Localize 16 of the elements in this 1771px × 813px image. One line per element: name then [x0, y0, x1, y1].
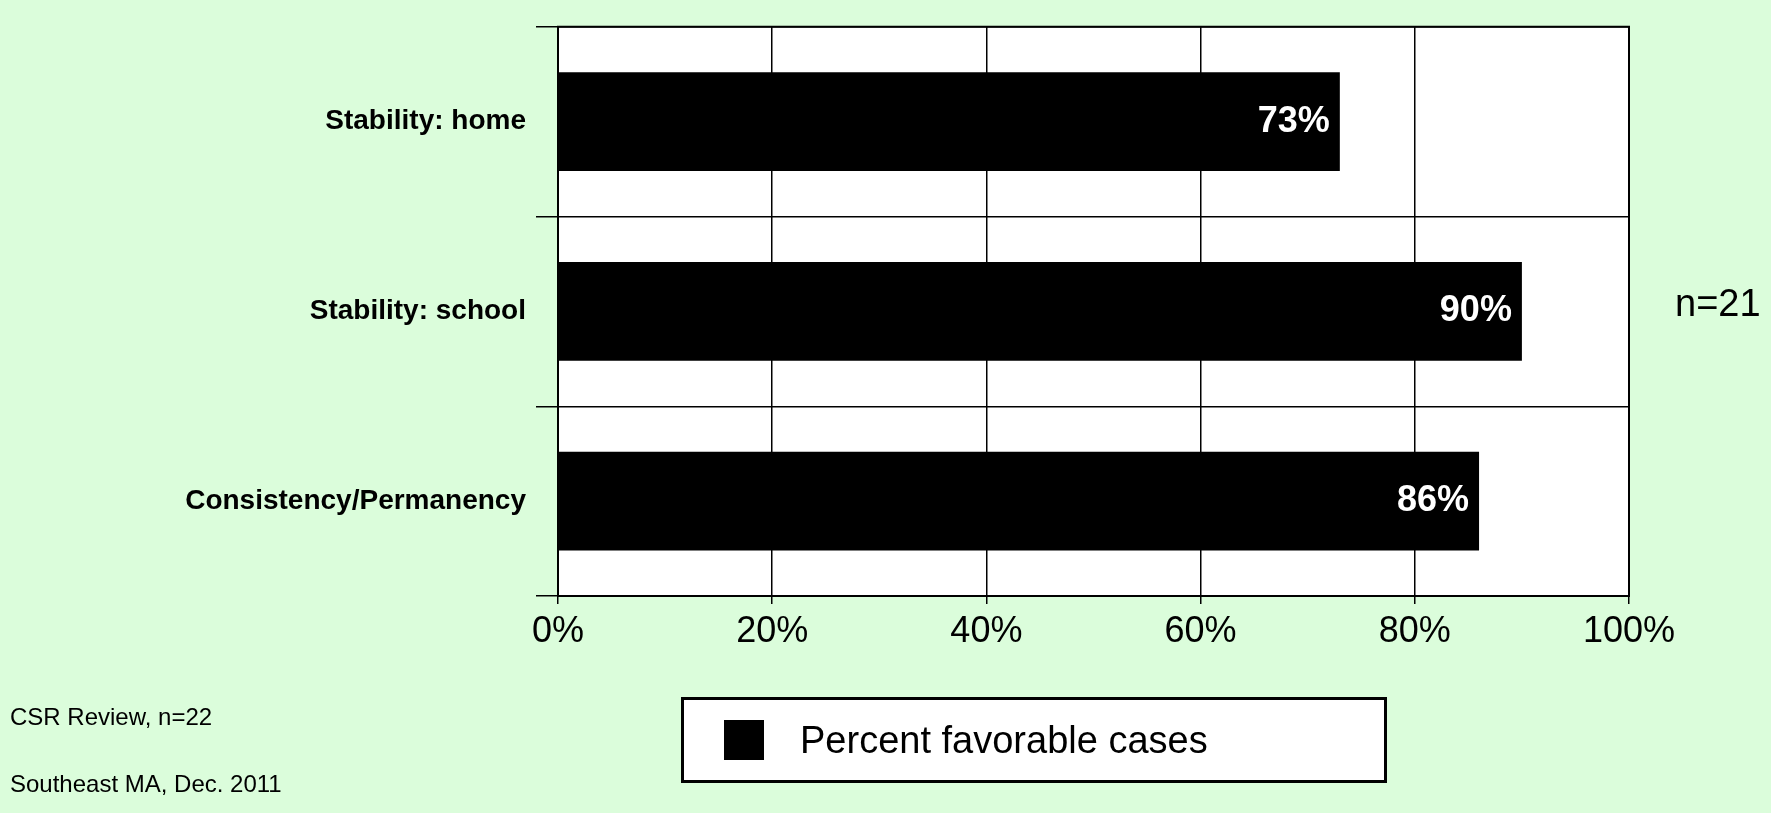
x-tick-label: 20% [736, 608, 809, 650]
text: CSR Review, n=22 [10, 703, 213, 731]
data-label: 90% [1439, 288, 1512, 330]
x-tick-label: 40% [950, 608, 1023, 650]
x-tick-label: 80% [1378, 608, 1451, 650]
text: Southeast MA, Dec. 2011 [10, 770, 282, 798]
x-tick-label: 100% [1582, 608, 1676, 650]
data-label: 86% [1397, 478, 1470, 520]
y-tick-label: Stability: school [309, 294, 526, 326]
data-label: 73% [1257, 98, 1330, 140]
x-tick-label: 0% [531, 608, 585, 650]
x-tick-label: 60% [1164, 608, 1237, 650]
y-tick-label: Stability: home [325, 104, 526, 136]
legend-label: Percent favorable cases [800, 718, 1208, 762]
text: n=21 [1675, 282, 1761, 325]
y-tick-label: Consistency/Permanency [185, 483, 527, 515]
